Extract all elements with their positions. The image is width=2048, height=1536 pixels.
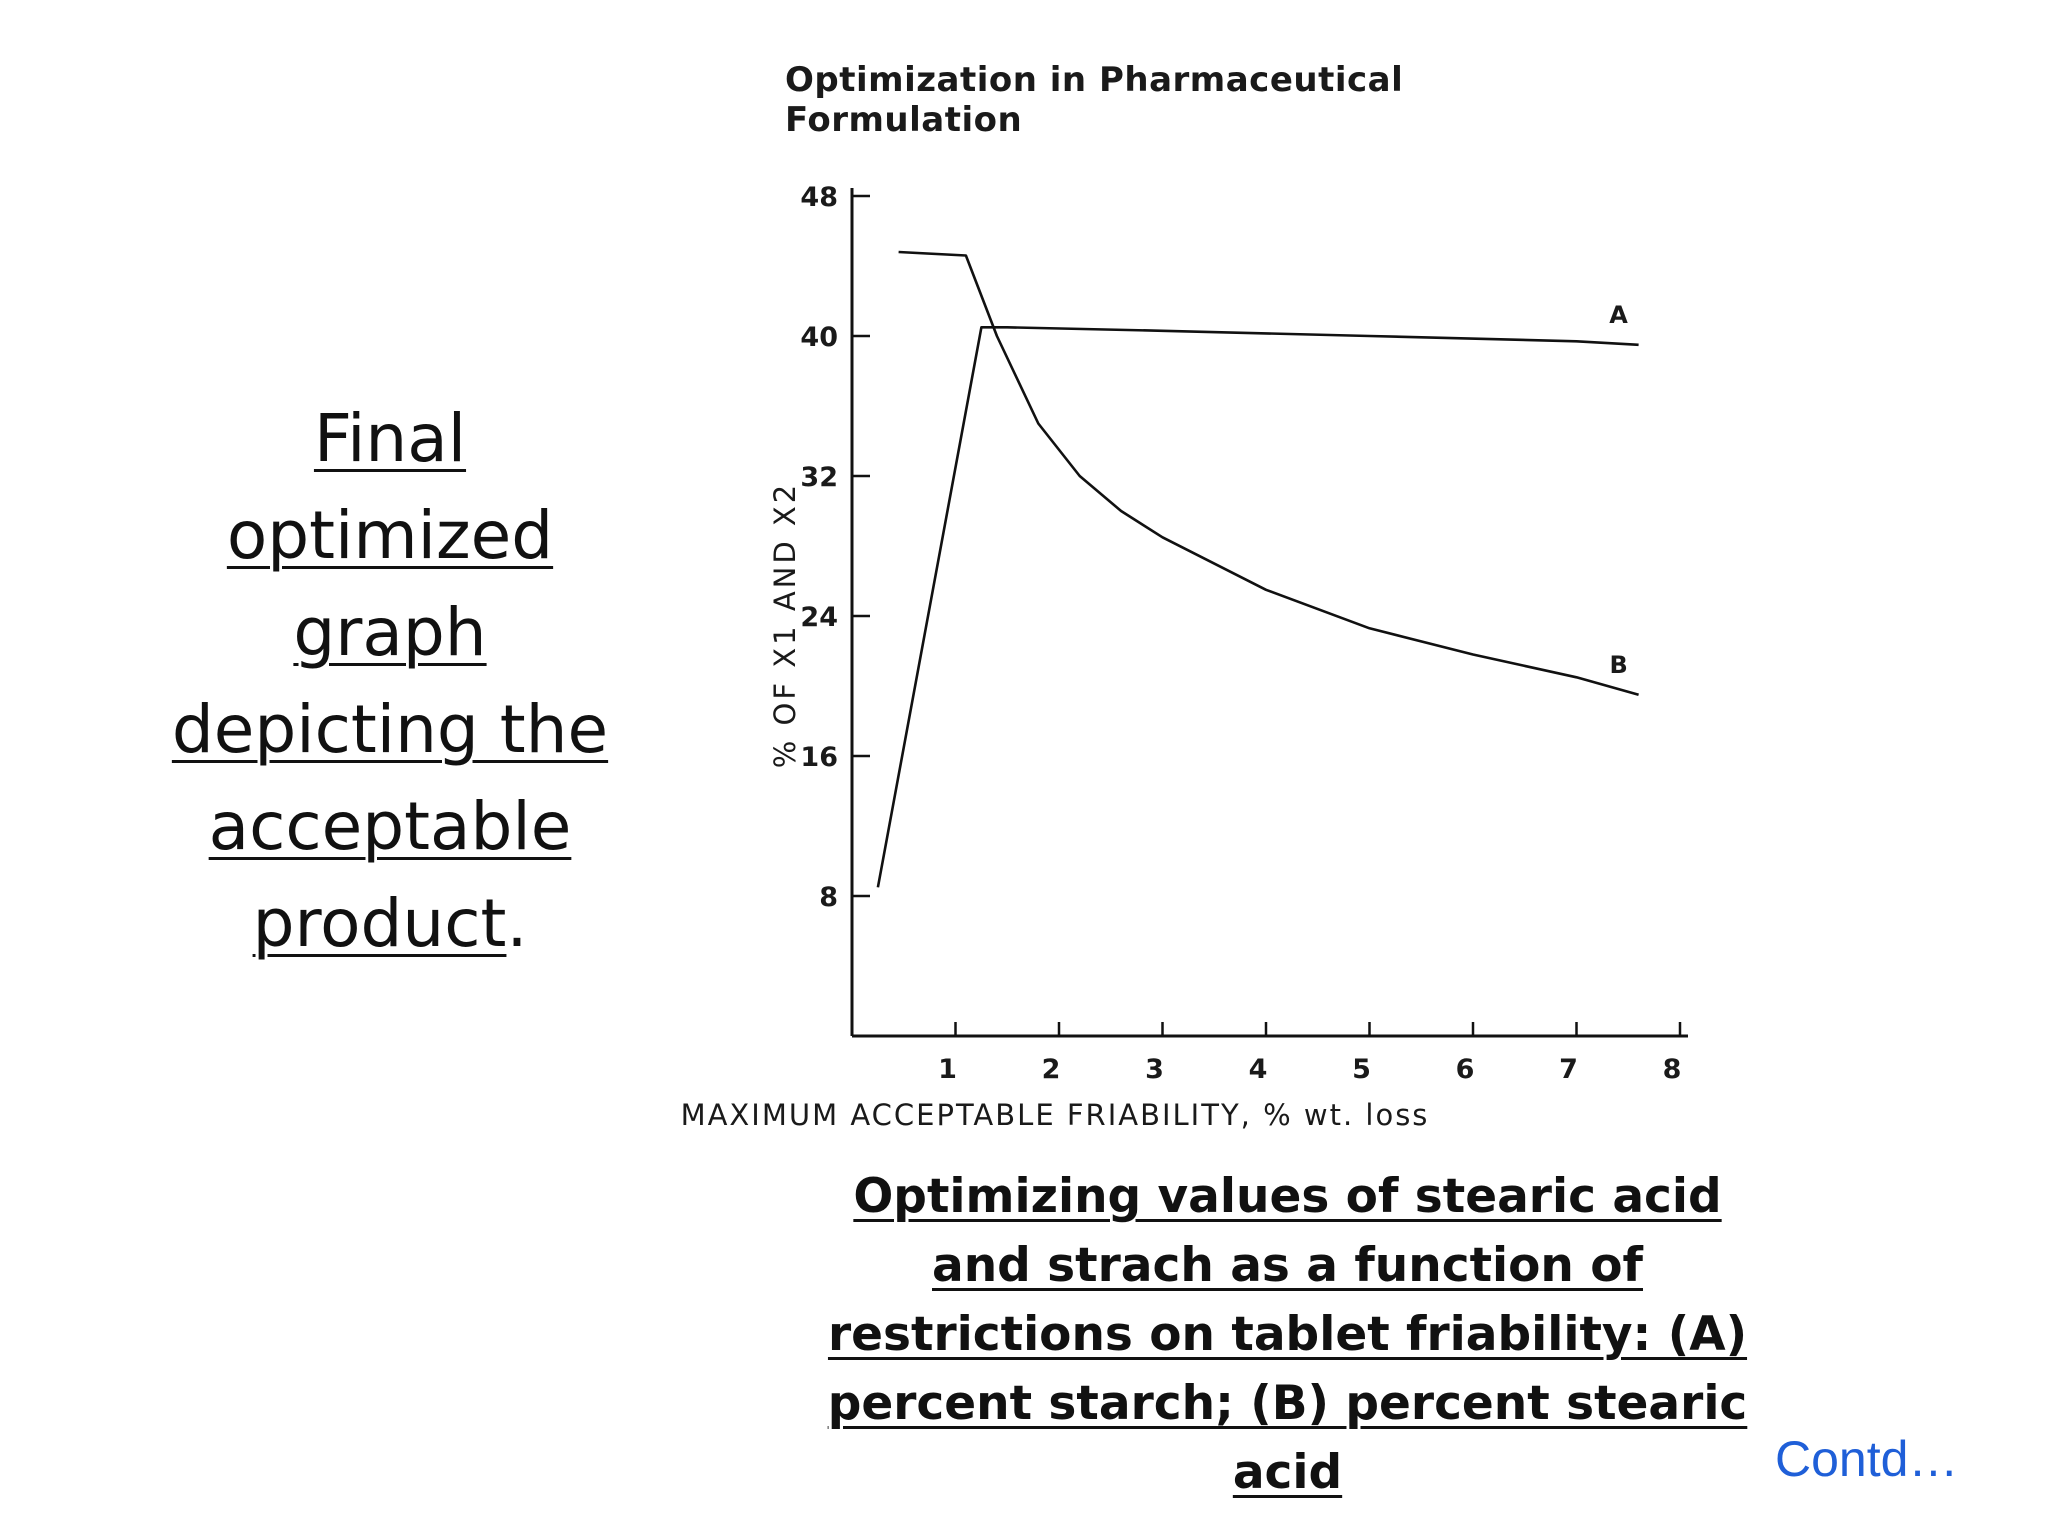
chart-caption: Optimizing values of stearic acid and st… (827, 1169, 1748, 1500)
heading-line: Final (313, 400, 467, 477)
x-tick-label: 4 (1249, 1054, 1268, 1085)
x-tick-label: 8 (1663, 1054, 1682, 1085)
series-label-b: B (1609, 651, 1627, 679)
y-axis-label: % OF X1 AND X2 (768, 482, 802, 768)
x-tick-label: 1 (938, 1054, 957, 1085)
chart-ticks: 8 16 24 32 40 48 1 2 3 4 5 6 7 8 (800, 182, 1681, 1085)
heading-period: . (506, 885, 528, 962)
x-tick-label: 5 (1352, 1054, 1371, 1085)
slide-heading: Final optimized graph depicting the acceptab… (130, 390, 650, 972)
heading-line: optimized (226, 497, 554, 574)
heading-line: product (252, 885, 507, 962)
y-tick-label: 40 (800, 322, 838, 353)
y-tick-label: 16 (800, 742, 838, 773)
x-tick-label: 7 (1559, 1054, 1578, 1085)
chart-axes (850, 188, 1688, 1038)
heading-line: depicting the (171, 691, 609, 768)
x-tick-label: 6 (1456, 1054, 1475, 1085)
heading-line: acceptable (208, 788, 572, 865)
y-tick-label: 24 (800, 602, 838, 633)
y-tick-label: 8 (819, 882, 838, 913)
x-tick-label: 3 (1145, 1054, 1164, 1085)
contd-link[interactable]: Contd… (1775, 1431, 1959, 1487)
series-label-a: A (1609, 301, 1628, 329)
heading-line: graph (293, 594, 487, 671)
x-axis-label: MAXIMUM ACCEPTABLE FRIABILITY, % wt. los… (681, 1098, 1430, 1132)
series-line-b (898, 250, 1639, 697)
y-tick-label: 32 (800, 462, 838, 493)
chart-series: AB (876, 250, 1639, 888)
chart-title: Optimization in Pharmaceutical Formulati… (785, 60, 1404, 140)
x-tick-label: 2 (1042, 1054, 1061, 1085)
series-line-a (876, 326, 1639, 888)
y-tick-label: 48 (800, 182, 838, 213)
